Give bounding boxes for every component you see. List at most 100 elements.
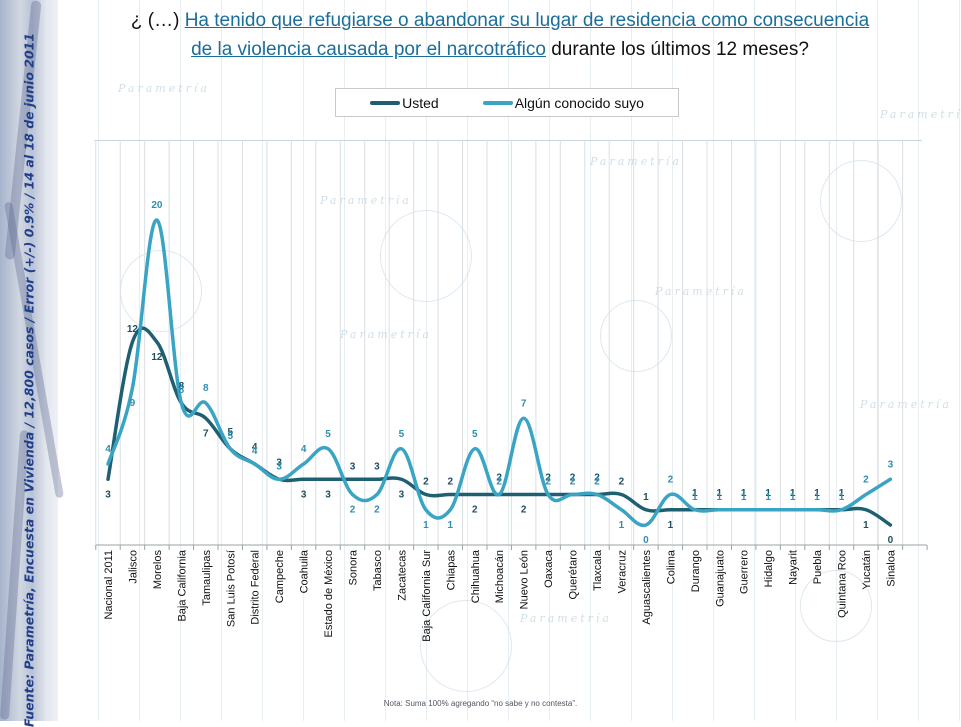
data-label-usted: 2 bbox=[448, 477, 454, 488]
data-label-usted: 2 bbox=[521, 505, 527, 516]
data-label-conocido: 3 bbox=[888, 459, 894, 470]
data-label-usted: 8 bbox=[179, 381, 185, 392]
data-label-conocido: 2 bbox=[863, 475, 869, 486]
data-label-conocido: 1 bbox=[619, 520, 625, 531]
data-label-usted: 5 bbox=[227, 427, 233, 438]
legend-item-conocido: Algún conocido suyo bbox=[482, 94, 644, 111]
x-tick-label: Coahuila bbox=[299, 549, 311, 593]
footer-note: Nota: Suma 100% agregando “no sabe y no … bbox=[383, 699, 578, 708]
data-label-conocido: 5 bbox=[227, 431, 233, 442]
data-label-conocido: 1 bbox=[741, 492, 747, 503]
data-label-usted: 1 bbox=[741, 488, 747, 499]
x-tick-label: Sonora bbox=[348, 549, 360, 585]
watermark-text: Parametría bbox=[340, 328, 432, 341]
data-label-conocido: 1 bbox=[839, 492, 845, 503]
legend-item-usted: Usted bbox=[370, 95, 439, 111]
data-label-conocido: 1 bbox=[448, 520, 454, 531]
x-tick-label: Guerrero bbox=[739, 550, 751, 594]
watermark-circle bbox=[600, 300, 672, 372]
data-label-conocido: 1 bbox=[423, 520, 429, 531]
data-label-conocido: 5 bbox=[399, 429, 405, 440]
x-tick-label: Tlaxcala bbox=[592, 549, 604, 591]
data-label-conocido: 8 bbox=[203, 383, 209, 394]
plot-area bbox=[94, 140, 922, 546]
data-label-conocido: 2 bbox=[545, 477, 551, 488]
data-label-usted: 1 bbox=[765, 488, 771, 499]
legend-swatch-usted bbox=[370, 100, 401, 105]
data-label-usted: 2 bbox=[594, 473, 600, 484]
x-tick-label: Estado de México bbox=[323, 550, 335, 637]
data-label-conocido: 2 bbox=[570, 477, 576, 488]
data-label-usted: 0 bbox=[888, 535, 894, 546]
watermark-text: Parametría bbox=[118, 82, 210, 95]
data-label-usted: 1 bbox=[668, 520, 674, 531]
data-label-usted: 2 bbox=[545, 473, 551, 484]
data-label-usted: 1 bbox=[863, 520, 869, 531]
data-label-conocido: 20 bbox=[151, 200, 163, 211]
title-link-line2[interactable]: de la violencia causada por el narcotráf… bbox=[191, 39, 546, 60]
data-label-usted: 3 bbox=[301, 489, 307, 500]
data-label-conocido: 8 bbox=[179, 385, 185, 396]
data-label-conocido: 4 bbox=[301, 444, 307, 455]
data-label-usted: 2 bbox=[619, 477, 625, 488]
x-tick-label: Querétaro bbox=[568, 550, 580, 600]
data-label-usted: 2 bbox=[496, 473, 502, 484]
watermark-text: Parametría bbox=[655, 285, 747, 298]
data-label-usted: 1 bbox=[839, 488, 845, 499]
data-label-conocido: 1 bbox=[765, 492, 771, 503]
x-tick-label: Nuevo León bbox=[519, 550, 531, 609]
x-tick-label: Sinaloa bbox=[885, 549, 897, 587]
x-tick-label: Durango bbox=[690, 550, 702, 592]
x-tick-label: Oaxaca bbox=[543, 549, 555, 588]
data-label-usted: 12 bbox=[151, 352, 163, 363]
x-tick-label: Baja California bbox=[176, 549, 188, 621]
data-label-conocido: 5 bbox=[325, 429, 331, 440]
x-tick-label: Nacional 2011 bbox=[103, 550, 115, 620]
data-label-usted: 4 bbox=[252, 442, 258, 453]
data-label-conocido: 1 bbox=[790, 492, 796, 503]
title-suffix: durante los últimos 12 meses? bbox=[545, 39, 809, 60]
data-label-usted: 3 bbox=[399, 489, 405, 500]
data-label-conocido: 2 bbox=[668, 475, 674, 486]
legend-label-usted: Usted bbox=[402, 94, 439, 111]
x-tick-label: Yucatán bbox=[861, 550, 873, 590]
data-label-conocido: 4 bbox=[105, 444, 111, 455]
x-tick-label: Guanajuato bbox=[714, 550, 726, 607]
data-label-conocido: 7 bbox=[521, 398, 527, 409]
legend-label-conocido: Algún conocido suyo bbox=[514, 94, 644, 111]
x-tick-label: Distrito Federal bbox=[250, 550, 262, 625]
data-label-conocido: 3 bbox=[276, 461, 282, 472]
data-label-usted: 1 bbox=[692, 488, 698, 499]
watermark-circle bbox=[380, 210, 472, 302]
data-label-conocido: 9 bbox=[130, 398, 136, 409]
data-label-usted: 1 bbox=[716, 488, 722, 499]
data-label-usted: 1 bbox=[790, 488, 796, 499]
data-label-usted: 3 bbox=[350, 461, 356, 472]
x-tick-label: Chihuahua bbox=[470, 549, 482, 603]
data-label-usted: 2 bbox=[570, 473, 576, 484]
title-link-line1[interactable]: Ha tenido que refugiarse o abandonar su … bbox=[184, 10, 870, 31]
watermark-text: Parametría bbox=[590, 155, 682, 168]
x-tick-label: Colima bbox=[665, 549, 677, 584]
x-tick-label: Zacatecas bbox=[396, 550, 408, 601]
data-label-conocido: 1 bbox=[692, 492, 698, 503]
data-label-conocido: 2 bbox=[594, 477, 600, 488]
data-label-conocido: 1 bbox=[716, 492, 722, 503]
watermark-circle bbox=[820, 160, 902, 242]
data-label-usted: 1 bbox=[814, 488, 820, 499]
watermark-circle bbox=[420, 600, 512, 692]
watermark-text: Parametría bbox=[880, 108, 961, 121]
watermark-text: Parametría bbox=[520, 612, 612, 625]
x-tick-label: Jalisco bbox=[127, 550, 139, 584]
data-label-usted: 2 bbox=[472, 505, 478, 516]
data-label-usted: 3 bbox=[325, 489, 331, 500]
data-label-conocido: 4 bbox=[252, 446, 258, 457]
data-label-conocido: 2 bbox=[496, 477, 502, 488]
x-tick-label: Morelos bbox=[152, 550, 164, 590]
x-tick-label: Hidalgo bbox=[763, 550, 775, 587]
chart-legend: Usted Algún conocido suyo bbox=[335, 88, 679, 117]
x-tick-label: Michoacán bbox=[494, 550, 506, 603]
x-tick-label: Campeche bbox=[274, 550, 286, 603]
chart-title: ¿ (…) Ha tenido que refugiarse o abandon… bbox=[100, 6, 900, 64]
